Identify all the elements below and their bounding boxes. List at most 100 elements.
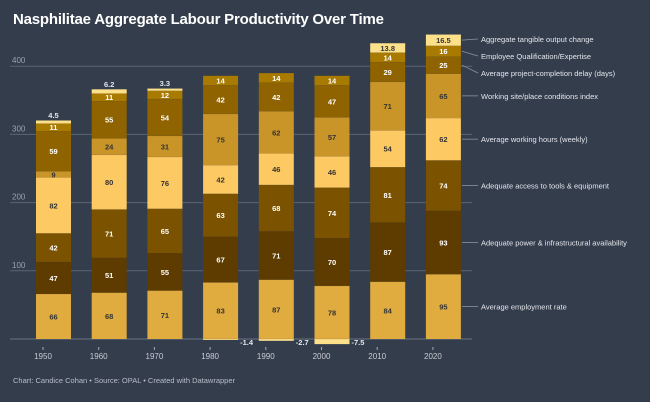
legend-connector <box>461 38 479 41</box>
data-label: 75 <box>216 136 224 145</box>
data-label: 16 <box>439 47 447 56</box>
legend-label: Adequate access to tools & equipment <box>481 182 610 191</box>
data-label: -2.7 <box>296 338 309 347</box>
legend-label: Average project-completion delay (days) <box>481 69 616 78</box>
bar-segment <box>203 113 239 166</box>
legend-label: Employee Qualification/Expertise <box>481 52 591 61</box>
data-label: 87 <box>384 248 392 257</box>
bar-segment <box>370 52 406 63</box>
data-label: 62 <box>439 135 447 144</box>
bar-segment <box>147 135 183 157</box>
bar-segment <box>91 89 127 94</box>
data-label: 46 <box>272 165 280 174</box>
bar-segment <box>314 75 350 86</box>
y-tick-label: 300 <box>12 124 26 133</box>
data-label: 24 <box>105 143 114 152</box>
bar-segment <box>36 293 71 339</box>
data-label: 25 <box>439 61 447 70</box>
bar-segment <box>258 82 294 112</box>
bar-segment <box>370 43 406 53</box>
bar-segment <box>91 93 127 101</box>
legend-label: Average working hours (weekly) <box>481 135 588 144</box>
data-label: 14 <box>216 77 225 86</box>
bar-segment <box>203 75 239 86</box>
bar-segment <box>425 118 461 161</box>
bar-segment <box>314 117 350 157</box>
data-label: 67 <box>216 256 224 265</box>
bar-segment <box>258 153 294 185</box>
bar-segment <box>425 45 461 57</box>
bar-segment <box>91 100 127 139</box>
bar-segment <box>370 62 406 82</box>
data-label: 14 <box>328 77 337 86</box>
data-label: 42 <box>49 244 57 253</box>
data-label: 16.5 <box>436 36 451 45</box>
bar-segment <box>370 81 406 131</box>
x-tick-label: 1950 <box>34 352 52 361</box>
data-label: 12 <box>161 91 169 100</box>
bar-segment <box>36 123 71 131</box>
data-label: 47 <box>328 97 336 106</box>
data-label: 95 <box>439 303 447 312</box>
data-label: 51 <box>105 271 113 280</box>
bar-segment <box>36 177 71 234</box>
data-label: 74 <box>439 182 448 191</box>
bar-segment <box>147 290 183 339</box>
data-label: 68 <box>272 204 280 213</box>
data-label: 71 <box>272 251 280 260</box>
bar-segment <box>203 165 239 194</box>
bar-segment <box>314 238 350 286</box>
bar-segment <box>36 261 71 294</box>
x-tick-label: 2000 <box>313 352 331 361</box>
data-label: 42 <box>216 96 224 105</box>
data-label: 46 <box>328 168 336 177</box>
bar-segment <box>36 171 71 178</box>
data-label: 63 <box>216 211 224 220</box>
bar-segment <box>36 233 71 262</box>
data-label: 78 <box>328 308 336 317</box>
bar-segment <box>370 222 406 282</box>
data-label: 65 <box>161 227 169 236</box>
bar-segment <box>425 210 461 275</box>
data-label: 71 <box>161 311 169 320</box>
bar-segment <box>258 73 294 83</box>
bar-segment <box>203 236 239 283</box>
bar-segment <box>91 292 127 339</box>
bar-segment <box>425 274 461 339</box>
data-label: 54 <box>161 113 170 122</box>
data-label: 80 <box>105 178 113 187</box>
data-label: 29 <box>384 68 392 77</box>
data-label: 82 <box>49 201 57 210</box>
bar-segment <box>147 88 183 91</box>
legend-label: Aggregate tangible output change <box>481 35 594 44</box>
data-label: 42 <box>272 93 280 102</box>
bar-segment <box>36 120 71 124</box>
bar-segment <box>425 160 461 211</box>
data-label: 9 <box>51 170 55 179</box>
bar-segment <box>91 154 127 210</box>
legend-label: Adequate power & infrastructural availab… <box>481 238 627 247</box>
data-label: 14 <box>384 53 393 62</box>
bar-segment <box>314 85 350 118</box>
bar-segment <box>314 285 350 339</box>
data-label: 81 <box>384 191 392 200</box>
x-tick-label: 1990 <box>257 352 275 361</box>
data-label: 71 <box>384 102 392 111</box>
bar-segment <box>36 130 71 172</box>
legend-connector <box>461 64 479 74</box>
bar-segment <box>203 339 239 340</box>
bar-segment <box>203 282 239 339</box>
x-tick-label: 1970 <box>146 352 164 361</box>
bar-segment <box>370 130 406 168</box>
data-label: 59 <box>49 147 57 156</box>
bar-segment <box>91 138 127 155</box>
bar-segment <box>147 208 183 254</box>
data-label: 47 <box>49 274 57 283</box>
bar-segment <box>258 111 294 154</box>
y-tick-label: 200 <box>12 193 26 202</box>
bar-segment <box>203 85 239 114</box>
bar-segment <box>147 90 183 99</box>
bar-segment <box>425 34 461 46</box>
bar-segment <box>258 279 294 339</box>
